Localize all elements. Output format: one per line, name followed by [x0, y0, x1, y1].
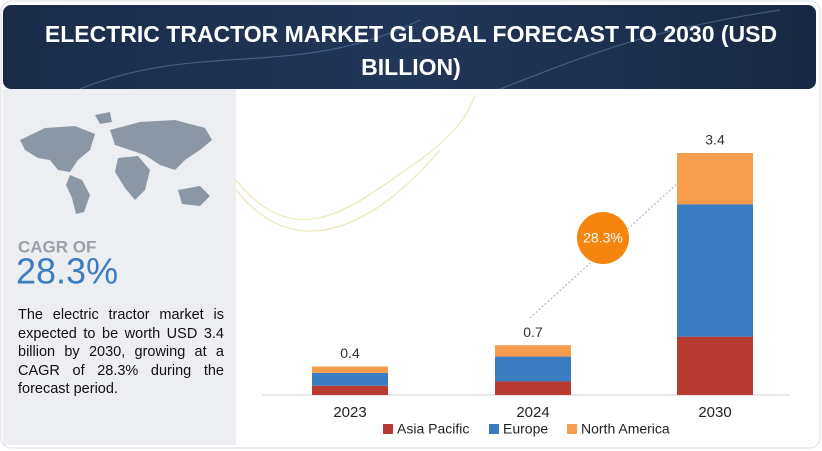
- cagr-value: 28.3%: [16, 251, 118, 292]
- background-curve: [235, 94, 476, 232]
- header-band: [3, 5, 816, 89]
- legend-label: Europe: [503, 421, 548, 437]
- bar-segment: [312, 372, 388, 386]
- total-label: 3.4: [705, 132, 725, 148]
- legend-label: Asia Pacific: [397, 421, 469, 437]
- x-tick-label: 2030: [698, 404, 731, 421]
- bar-segment: [495, 356, 571, 382]
- legend-swatch: [567, 424, 577, 434]
- bar-segment: [677, 336, 753, 395]
- bar-segment: [677, 153, 753, 205]
- bar-segment: [677, 204, 753, 337]
- header-decoration: [79, 9, 781, 90]
- cagr-label: CAGR OF: [18, 237, 96, 256]
- cagr-bubble-label: 28.3%: [583, 230, 623, 246]
- total-label: 0.4: [340, 345, 360, 361]
- bar-segment: [495, 381, 571, 395]
- description: The electric tractor market is expected …: [18, 307, 224, 397]
- legend-swatch: [383, 424, 393, 434]
- x-tick-label: 2024: [516, 404, 549, 421]
- cagr-bubble: [577, 212, 629, 264]
- bar-segment: [312, 366, 388, 373]
- bar-segment: [312, 385, 388, 395]
- total-label: 0.7: [523, 324, 543, 340]
- bar-segment: [495, 345, 571, 357]
- world-map: [20, 112, 212, 214]
- x-tick-label: 2023: [333, 404, 366, 421]
- title: ELECTRIC TRACTOR MARKET GLOBAL FORECAST …: [44, 21, 778, 80]
- legend-swatch: [489, 424, 499, 434]
- legend-label: North America: [581, 421, 670, 437]
